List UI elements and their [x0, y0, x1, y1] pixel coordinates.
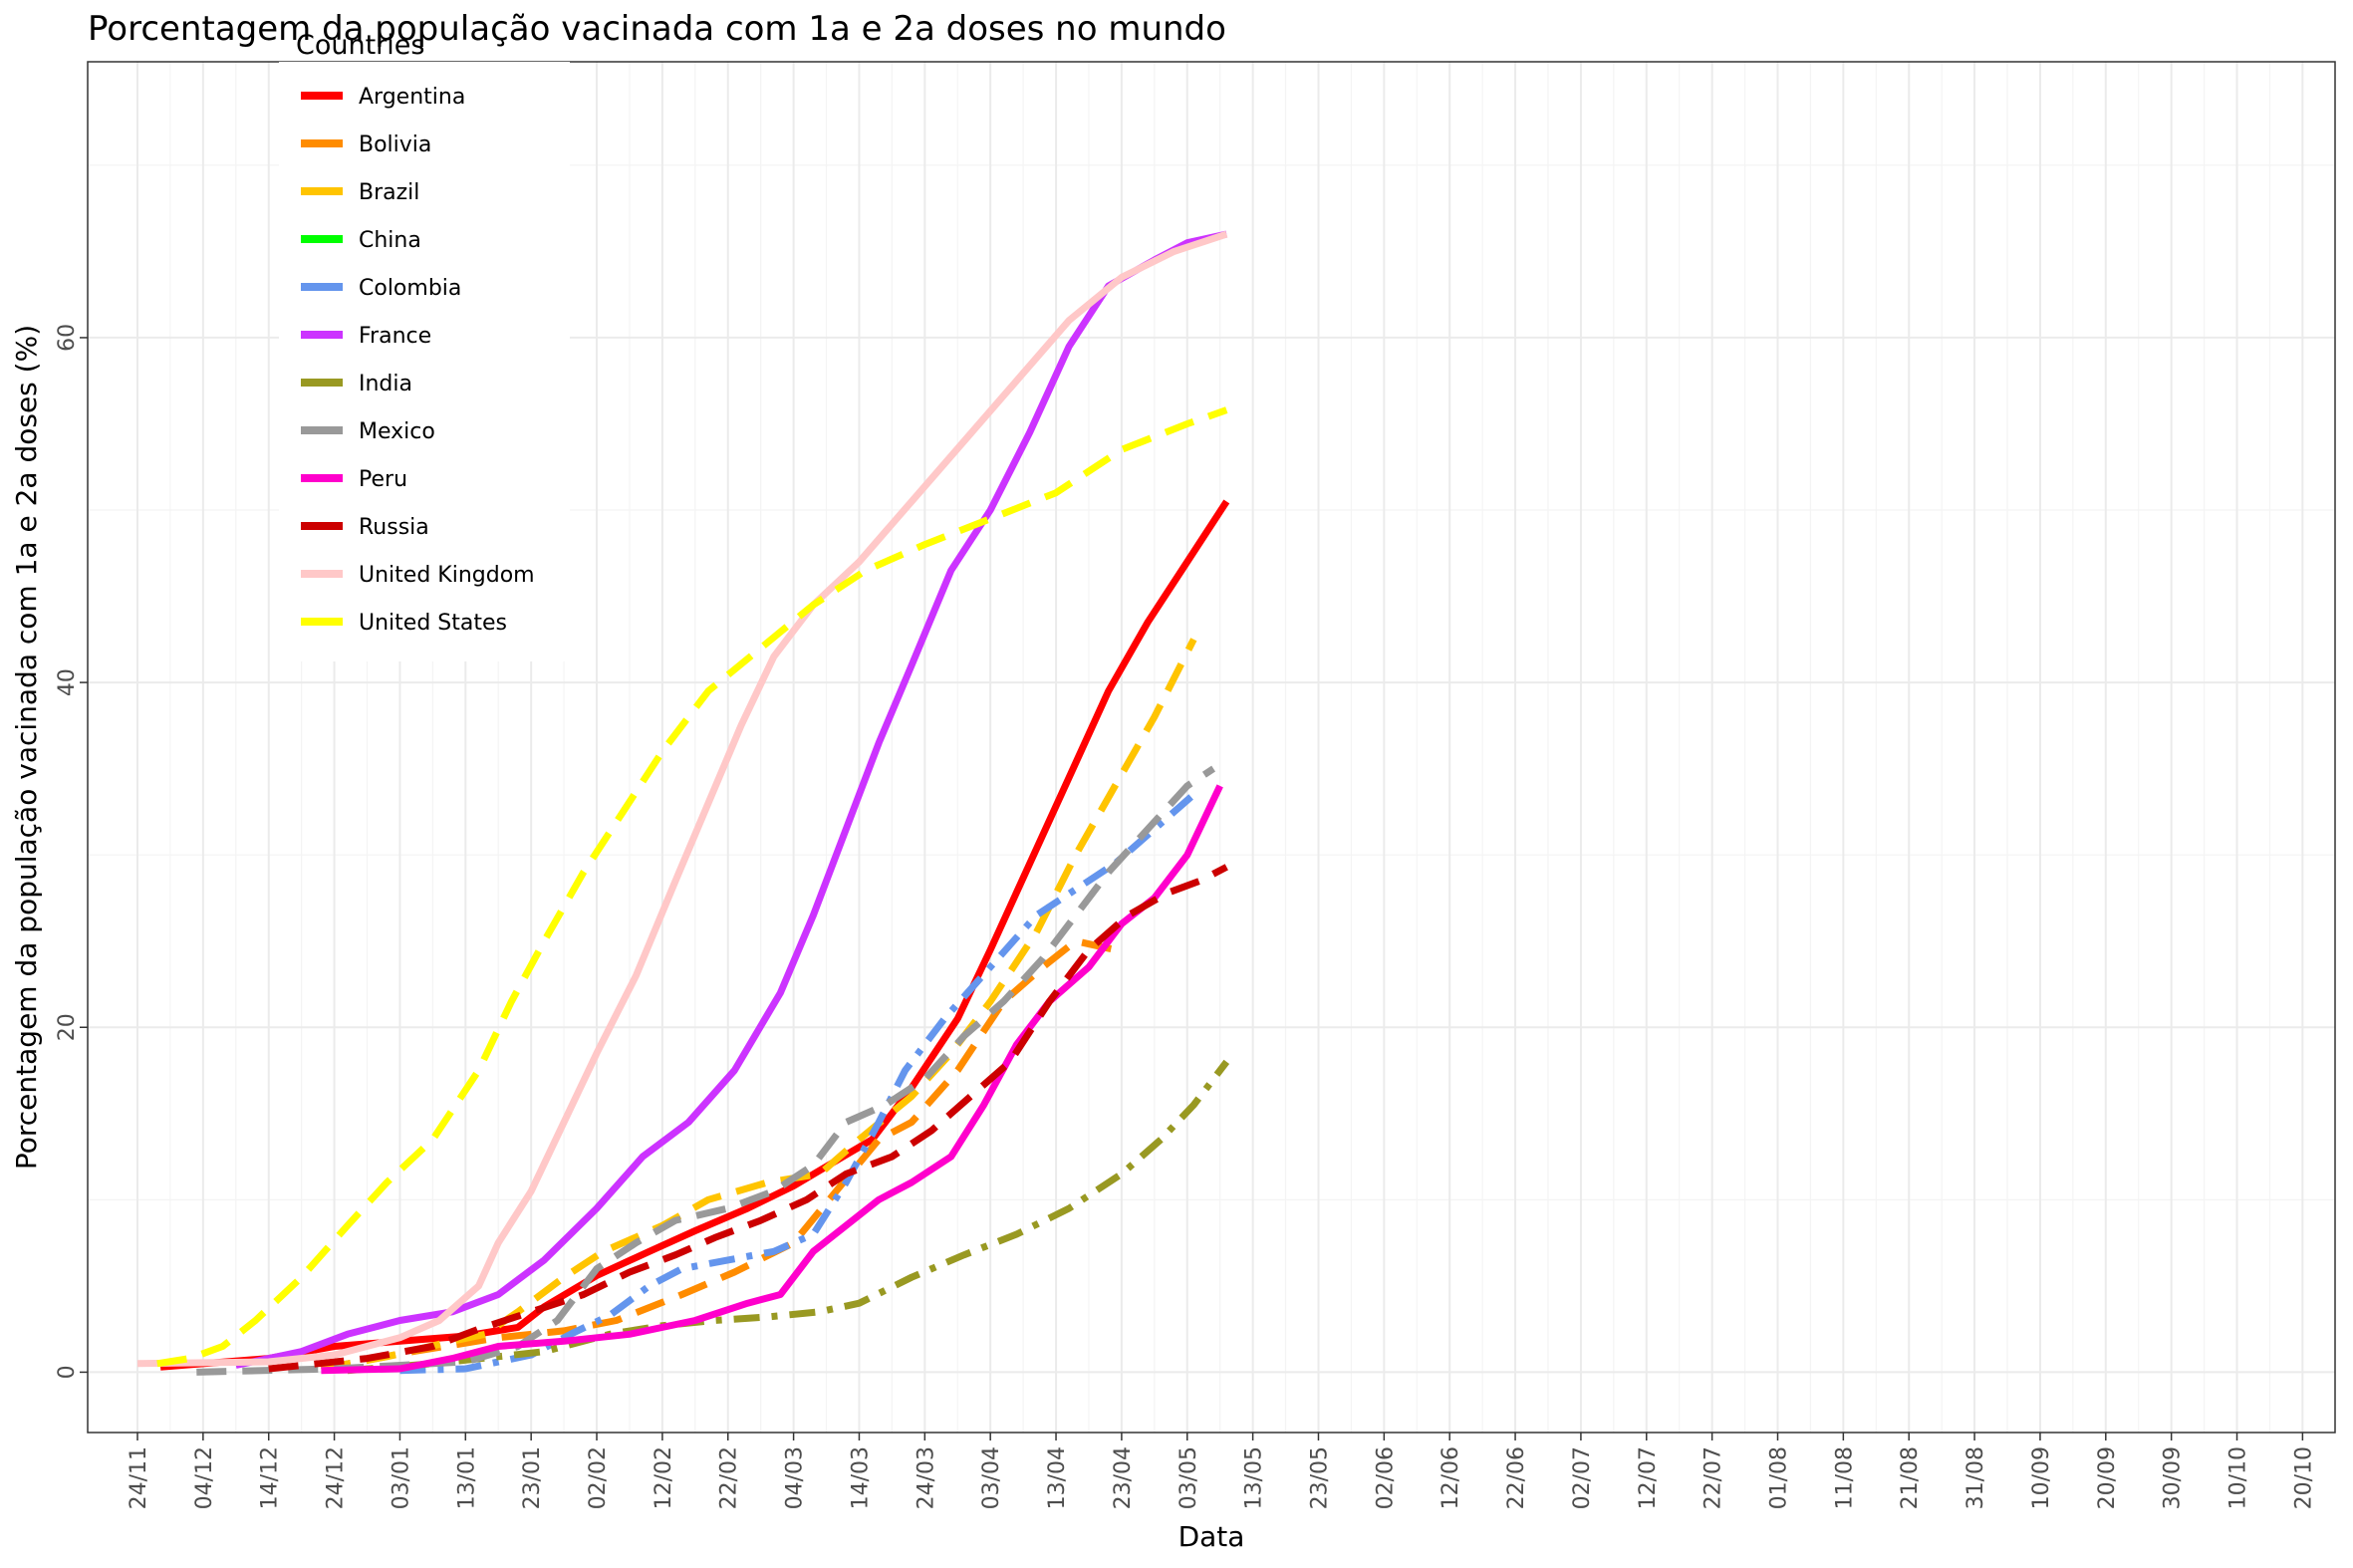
x-tick-label: 01/08 [1767, 1446, 1792, 1509]
series-line-united-states [156, 406, 1228, 1368]
x-tick-label: 02/07 [1570, 1446, 1595, 1509]
legend-label: United Kingdom [359, 563, 535, 588]
x-tick-label: 22/02 [717, 1446, 742, 1509]
x-tick-label: 03/05 [1176, 1446, 1201, 1509]
x-tick-label: 24/11 [127, 1446, 151, 1509]
x-tick-label: 24/12 [324, 1446, 349, 1509]
x-tick-label: 04/12 [192, 1446, 217, 1509]
legend-label: Argentina [359, 85, 465, 110]
legend-label: Peru [359, 467, 407, 492]
series-line-argentina [159, 499, 1230, 1371]
x-tick-label: 02/02 [586, 1446, 611, 1509]
legend-label: Mexico [359, 419, 435, 444]
legend-title: Countries [296, 30, 424, 61]
x-tick-label: 12/06 [1438, 1446, 1463, 1509]
x-tick-label: 02/06 [1373, 1446, 1398, 1509]
legend-label: France [359, 324, 431, 349]
x-tick-label: 12/07 [1636, 1446, 1661, 1509]
legend-label: Brazil [359, 180, 419, 205]
y-tick-label: 60 [55, 324, 80, 352]
y-axis: 0 20 40 60 [55, 324, 88, 1379]
series-line-colombia [399, 791, 1196, 1375]
x-tick-label: 13/01 [454, 1446, 479, 1509]
x-tick-label: 22/07 [1701, 1446, 1726, 1509]
legend-label: Colombia [359, 276, 461, 301]
x-tick-label: 12/02 [652, 1446, 676, 1509]
plot-border [87, 61, 2336, 1434]
x-axis-title: Data [1178, 1520, 1245, 1553]
y-tick-label: 40 [55, 668, 80, 696]
x-tick-label: 20/09 [2095, 1446, 2120, 1509]
x-tick-label: 10/10 [2226, 1446, 2251, 1509]
y-tick-label: 20 [55, 1013, 80, 1041]
x-tick-label: 04/03 [783, 1446, 808, 1509]
legend-label: United States [359, 611, 507, 636]
x-tick-label: 24/03 [914, 1446, 938, 1509]
series-line-united-kingdom [136, 230, 1228, 1368]
x-tick-label: 30/09 [2161, 1446, 2186, 1509]
x-axis: 24/11 04/12 14/12 24/12 03/01 13/01 23/01 02/02… [127, 1433, 2316, 1509]
series-lines [136, 230, 1230, 1376]
legend-background [279, 62, 570, 661]
legend-label: Bolivia [359, 132, 431, 157]
x-tick-label: 14/12 [258, 1446, 283, 1509]
legend-items: Argentina Bolivia Brazil China Colombia Franc… [301, 85, 535, 636]
x-tick-label: 21/08 [1898, 1446, 1923, 1509]
series-line-bolivia [320, 937, 1117, 1373]
legend-label: India [359, 372, 412, 396]
x-tick-label: 13/05 [1242, 1446, 1267, 1509]
series-line-peru [321, 784, 1223, 1375]
series-line-india [347, 1059, 1230, 1375]
x-tick-label: 03/01 [389, 1446, 413, 1509]
x-tick-label: 22/06 [1504, 1446, 1529, 1509]
x-tick-label: 11/08 [1832, 1446, 1857, 1509]
legend-label: China [359, 228, 421, 253]
x-tick-label: 10/09 [2029, 1446, 2054, 1509]
x-tick-label: 23/04 [1111, 1446, 1136, 1509]
legend: Countries Argentina Bolivia Brazil China Col… [279, 30, 570, 661]
chart-title: Porcentagem da população vacinada com 1a… [88, 9, 1226, 49]
y-axis-title: Porcentagem da população vacinada com 1a… [10, 325, 43, 1170]
x-tick-label: 14/03 [848, 1446, 873, 1509]
x-tick-label: 31/08 [1963, 1446, 1988, 1509]
x-tick-label: 23/05 [1307, 1446, 1332, 1509]
x-tick-label: 03/04 [979, 1446, 1004, 1509]
y-tick-label: 0 [55, 1365, 80, 1379]
series-line-russia [268, 864, 1228, 1373]
x-tick-label: 13/04 [1045, 1446, 1070, 1509]
x-tick-label: 23/01 [520, 1446, 545, 1509]
x-tick-label: 20/10 [2291, 1446, 2316, 1509]
grid-major [88, 62, 2335, 1433]
series-line-mexico [196, 765, 1216, 1376]
legend-label: Russia [359, 515, 429, 540]
